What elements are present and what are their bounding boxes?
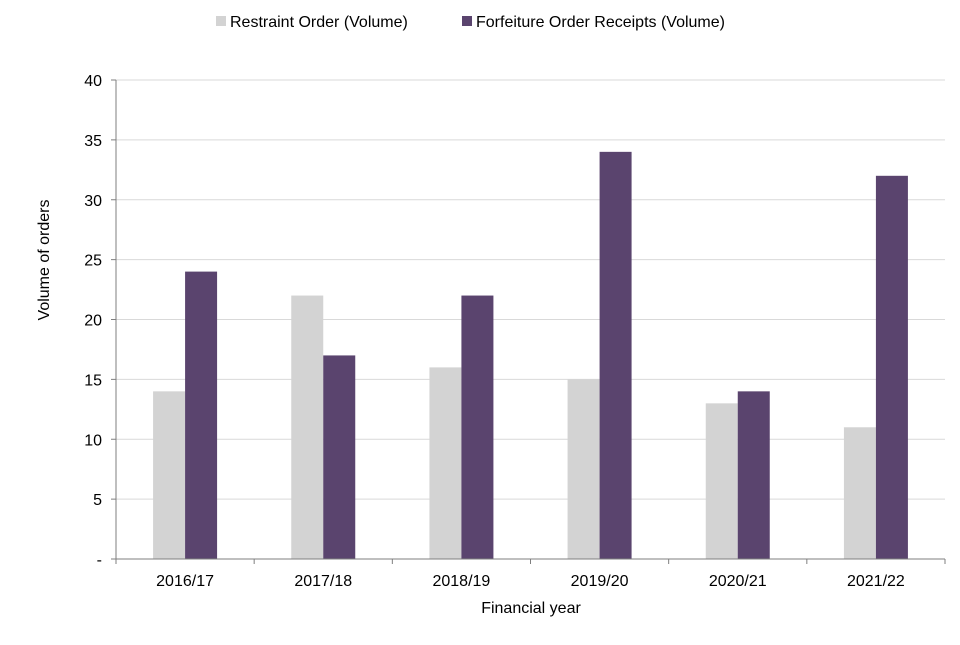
x-tick-label: 2016/17 [156, 573, 214, 590]
legend-label-forfeiture: Forfeiture Order Receipts (Volume) [476, 14, 725, 31]
x-tick-label: 2017/18 [294, 573, 352, 590]
y-tick-label: 10 [84, 432, 102, 449]
legend-label-restraint: Restraint Order (Volume) [230, 14, 408, 31]
legend-swatch-restraint [216, 16, 226, 26]
y-tick-label: 5 [93, 492, 102, 509]
bar-forfeiture-2017-18 [323, 355, 356, 559]
bar-forfeiture-2019-20 [599, 151, 632, 559]
y-tick-label: - [97, 552, 102, 569]
bar-restraint-2017-18 [291, 295, 324, 559]
legend: Restraint Order (Volume) Forfeiture Order… [216, 14, 725, 31]
x-axis-ticks: 2016/17 2017/18 2018/19 2019/20 2020/21 2021/… [115, 559, 946, 590]
x-tick-label: 2018/19 [432, 573, 490, 590]
bar-forfeiture-2020-21 [737, 391, 770, 559]
y-tick-label: 15 [84, 372, 102, 389]
legend-swatch-forfeiture [462, 16, 472, 26]
y-tick-label: 40 [84, 73, 102, 90]
bar-restraint-2018-19 [429, 367, 462, 559]
bar-restraint-2020-21 [705, 403, 738, 559]
y-tick-label: 20 [84, 313, 102, 330]
x-tick-label: 2019/20 [571, 573, 629, 590]
y-tick-label: 30 [84, 193, 102, 210]
gridlines [116, 79, 945, 500]
x-axis-title: Financial year [481, 600, 581, 617]
bar-forfeiture-2018-19 [461, 295, 494, 559]
bar-restraint-2016-17 [153, 391, 186, 559]
y-axis-ticks: - 5 10 15 20 25 30 35 40 [84, 73, 116, 569]
x-tick-label: 2021/22 [847, 573, 905, 590]
bars [153, 151, 908, 560]
bar-forfeiture-2021-22 [875, 175, 908, 560]
y-tick-label: 35 [84, 133, 102, 150]
bar-restraint-2021-22 [843, 427, 876, 559]
y-tick-label: 25 [84, 253, 102, 270]
bar-forfeiture-2016-17 [185, 271, 218, 559]
y-axis-title: Volume of orders [36, 200, 53, 321]
x-tick-label: 2020/21 [709, 573, 767, 590]
bar-restraint-2019-20 [567, 379, 600, 559]
